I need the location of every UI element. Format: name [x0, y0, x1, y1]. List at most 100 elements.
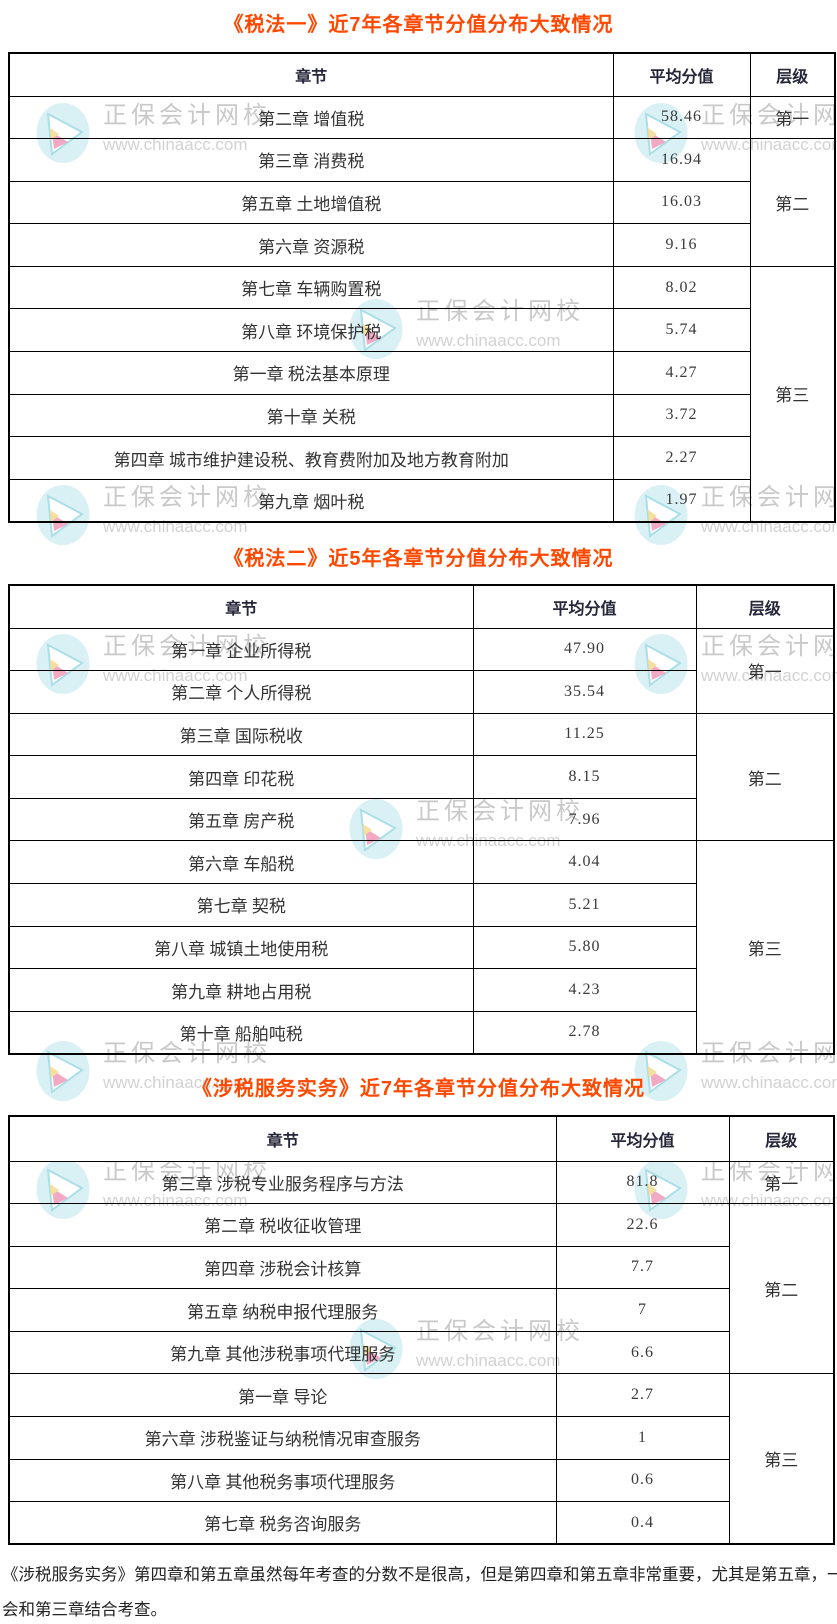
table-row: 第三章 国际税收 11.25 第二: [8, 712, 835, 842]
header-row: 章节 平均分值 层级: [8, 1115, 835, 1162]
table-row: 第九章 其他涉税事项代理服务 6.6: [8, 1330, 834, 1375]
chapter-header: 章节: [8, 584, 474, 629]
table-row: 第二章 增值税 58.46 第一: [8, 95, 836, 140]
score-cell: 16.03: [612, 180, 751, 225]
chapter-cell: 第四章 涉税会计核算: [8, 1245, 557, 1290]
table-row: 第六章 资源税 9.16: [8, 223, 835, 267]
chapter-cell: 第十章 船舶吨税: [8, 1010, 474, 1055]
chapter-cell: 第三章 涉税专业服务程序与方法: [8, 1160, 557, 1205]
level-cell: 第二: [695, 712, 835, 842]
score-cell: 4.23: [472, 968, 697, 1012]
score-cell: 35.54: [472, 670, 697, 714]
chapter-cell: 第七章 契税: [8, 883, 474, 927]
table-row: 第五章 纳税申报代理服务 7: [8, 1288, 834, 1332]
table-row: 第七章 契税 5.21: [8, 883, 834, 927]
chapter-cell: 第四章 印花税: [8, 755, 474, 799]
footer-note-line2: 会和第三章结合考查。: [2, 1600, 167, 1619]
level-cell: 第二: [749, 138, 836, 267]
footer-note-line1: 《涉税服务实务》第四章和第五章虽然每年考查的分数不是很高，但是第四章和第五章非常…: [2, 1565, 837, 1584]
table-row: 第二章 个人所得税 35.54: [8, 670, 834, 714]
table-row: 第三章 消费税 16.94 第二: [8, 138, 836, 267]
score-cell: 47.90: [472, 627, 697, 672]
table3-title: 《涉税服务实务》近7年各章节分值分布大致情况: [191, 1078, 646, 1100]
chapter-cell: 第七章 税务咨询服务: [8, 1501, 557, 1545]
score-cell: 0.6: [555, 1458, 730, 1503]
chapter-cell: 第九章 烟叶税: [8, 478, 614, 523]
chapter-header: 章节: [8, 52, 614, 97]
header-row: 章节 平均分值 层级: [8, 584, 835, 629]
level-cell: 第三: [749, 265, 836, 523]
score-cell: 16.94: [612, 138, 751, 182]
shuiwu-shiwu-score-table: 章节 平均分值 层级 第三章 涉税专业服务程序与方法 81.8 第一 第二章 税收征…: [8, 1115, 835, 1546]
table-row: 第四章 涉税会计核算 7.7: [8, 1245, 834, 1290]
score-cell: 7: [555, 1288, 730, 1332]
table-row: 第十章 船舶吨税 2.78: [8, 1010, 834, 1055]
chapter-cell: 第五章 土地增值税: [8, 180, 614, 225]
table-row: 第七章 税务咨询服务 0.4: [8, 1501, 834, 1545]
chapter-cell: 第九章 耕地占用税: [8, 968, 474, 1012]
table-row: 第四章 城市维护建设税、教育费附加及地方教育附加 2.27: [8, 436, 835, 480]
table2-title: 《税法二》近5年各章节分值分布大致情况: [223, 548, 614, 570]
header-row: 章节 平均分值 层级: [8, 52, 836, 97]
score-cell: 22.6: [555, 1203, 730, 1247]
chapter-cell: 第二章 税收征收管理: [8, 1203, 557, 1247]
level-cell: 第一: [728, 1160, 835, 1205]
chapter-cell: 第六章 涉税鉴证与纳税情况审查服务: [8, 1416, 557, 1460]
score-cell: 0.4: [555, 1501, 730, 1545]
table-row: 第三章 涉税专业服务程序与方法 81.8 第一: [8, 1160, 835, 1205]
score-cell: 1: [555, 1416, 730, 1460]
table-row: 第七章 车辆购置税 8.02 第三: [8, 265, 836, 523]
score-cell: 2.78: [472, 1010, 697, 1055]
score-cell: 11.25: [472, 712, 697, 757]
level-cell: 第三: [728, 1373, 835, 1545]
chapter-cell: 第八章 环境保护税: [8, 308, 614, 353]
chapter-cell: 第三章 国际税收: [8, 712, 474, 757]
chapter-cell: 第七章 车辆购置税: [8, 265, 614, 310]
level-cell: 第一: [695, 627, 835, 714]
shuifa1-score-table: 章节 平均分值 层级 第二章 增值税 58.46 第一 第三章 消费税 16.94 第二…: [8, 52, 836, 523]
table-row: 第八章 其他税务事项代理服务 0.6: [8, 1458, 834, 1503]
score-cell: 5.21: [472, 883, 697, 927]
chapter-cell: 第一章 税法基本原理: [8, 351, 614, 395]
chapter-cell: 第十章 关税: [8, 393, 614, 438]
chapter-cell: 第二章 增值税: [8, 95, 614, 140]
chapter-cell: 第八章 其他税务事项代理服务: [8, 1458, 557, 1503]
level-header: 层级: [728, 1115, 835, 1162]
table-row: 第二章 税收征收管理 22.6 第二: [8, 1203, 835, 1375]
table-row: 第一章 企业所得税 47.90 第一: [8, 627, 835, 714]
chapter-cell: 第一章 导论: [8, 1373, 557, 1418]
chapter-cell: 第一章 企业所得税: [8, 627, 474, 672]
level-cell: 第三: [695, 840, 835, 1055]
score-cell: 8.15: [472, 755, 697, 799]
level-cell: 第二: [728, 1203, 835, 1375]
score-cell: 6.6: [555, 1330, 730, 1375]
score-cell: 7.96: [472, 797, 697, 842]
score-cell: 4.27: [612, 351, 751, 395]
score-cell: 5.80: [472, 925, 697, 970]
table-row: 第六章 涉税鉴证与纳税情况审查服务 1: [8, 1416, 834, 1460]
score-header: 平均分值: [472, 584, 697, 629]
score-cell: 1.97: [612, 478, 751, 523]
shuifa2-score-table: 章节 平均分值 层级 第一章 企业所得税 47.90 第一 第二章 个人所得税 35.…: [8, 584, 835, 1055]
chapter-cell: 第三章 消费税: [8, 138, 614, 182]
level-header: 层级: [749, 52, 836, 97]
chapter-cell: 第二章 个人所得税: [8, 670, 474, 714]
chapter-cell: 第六章 车船税: [8, 840, 474, 885]
score-cell: 7.7: [555, 1245, 730, 1290]
chapter-cell: 第六章 资源税: [8, 223, 614, 267]
chapter-cell: 第九章 其他涉税事项代理服务: [8, 1330, 557, 1375]
score-cell: 3.72: [612, 393, 751, 438]
level-header: 层级: [695, 584, 835, 629]
table-row: 第十章 关税 3.72: [8, 393, 835, 438]
chapter-cell: 第五章 房产税: [8, 797, 474, 842]
score-cell: 58.46: [612, 95, 751, 140]
table-row: 第五章 土地增值税 16.03: [8, 180, 835, 225]
table-row: 第八章 环境保护税 5.74: [8, 308, 835, 353]
score-cell: 2.7: [555, 1373, 730, 1418]
score-cell: 9.16: [612, 223, 751, 267]
table-row: 第一章 税法基本原理 4.27: [8, 351, 835, 395]
score-cell: 4.04: [472, 840, 697, 885]
table-row: 第六章 车船税 4.04 第三: [8, 840, 835, 1055]
chapter-cell: 第八章 城镇土地使用税: [8, 925, 474, 970]
